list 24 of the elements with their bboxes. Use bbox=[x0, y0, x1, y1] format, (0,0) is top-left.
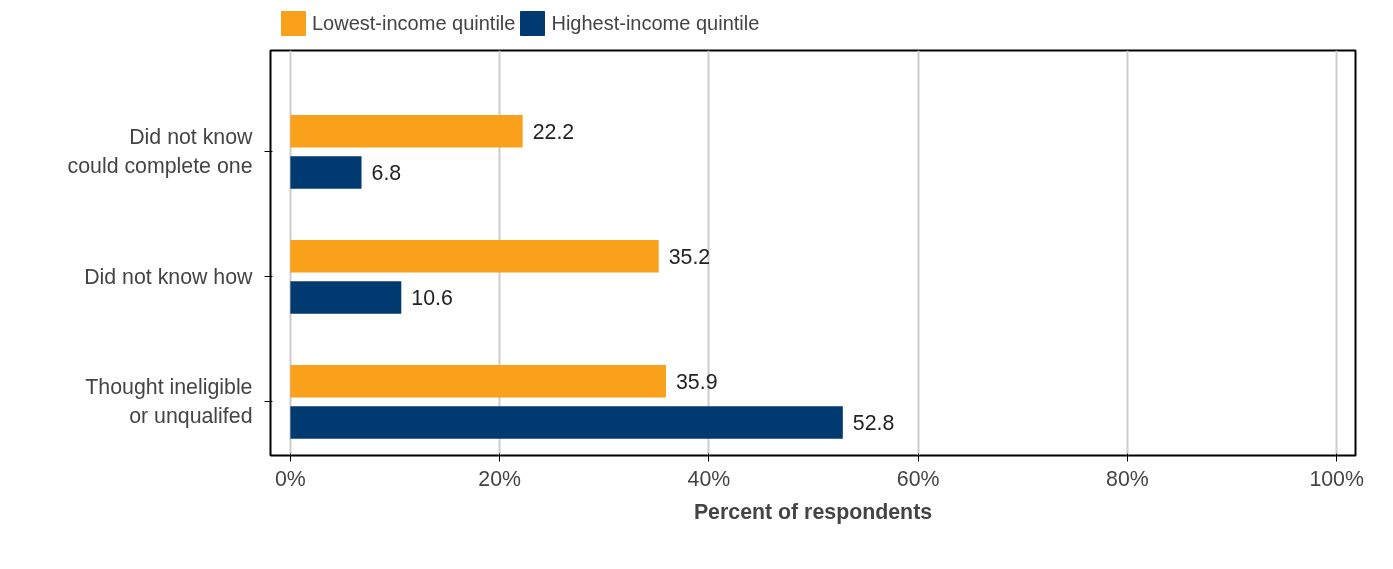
data-label: 10.6 bbox=[411, 285, 453, 310]
x-axis-title: Percent of respondents bbox=[693, 499, 933, 524]
data-label: 52.8 bbox=[852, 410, 895, 435]
y-tick-label: Did not know could complete one bbox=[67, 125, 254, 179]
legend-label: Lowest-income quintile bbox=[312, 11, 516, 35]
x-tick-label: 80% bbox=[1106, 466, 1149, 491]
bar bbox=[290, 364, 666, 398]
bar bbox=[290, 156, 362, 189]
y-tick-label: Thought ineligible or unqualifed bbox=[85, 375, 253, 429]
x-tick-label: 100% bbox=[1309, 466, 1364, 491]
legend-label: Highest-income quintile bbox=[551, 11, 760, 35]
x-tick-label: 40% bbox=[687, 466, 731, 491]
data-label: 22.2 bbox=[532, 119, 575, 144]
bar bbox=[290, 114, 523, 148]
data-label: 35.2 bbox=[668, 244, 711, 269]
bar bbox=[290, 239, 659, 273]
bar bbox=[290, 406, 843, 439]
x-tick-label: 60% bbox=[896, 466, 940, 491]
x-tick-label: 20% bbox=[478, 466, 522, 491]
x-tick-label: 0% bbox=[274, 466, 306, 491]
data-label: 6.8 bbox=[371, 160, 402, 185]
bar bbox=[290, 281, 402, 314]
y-tick-label: Did not know how bbox=[84, 264, 254, 289]
data-label: 35.9 bbox=[676, 369, 718, 394]
